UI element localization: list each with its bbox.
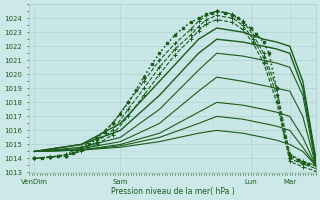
X-axis label: Pression niveau de la mer( hPa ): Pression niveau de la mer( hPa ) [111, 187, 234, 196]
